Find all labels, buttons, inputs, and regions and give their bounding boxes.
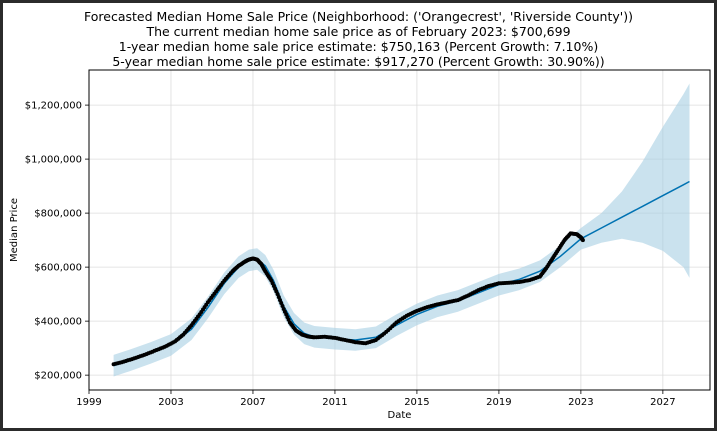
- x-tick-label: 2023: [568, 397, 593, 408]
- observed-point-interp: [280, 304, 285, 308]
- x-tick-label: 2011: [322, 397, 347, 408]
- x-tick-label: 1999: [76, 397, 101, 408]
- uncertainty-band: [113, 83, 690, 377]
- x-tick-label: 2027: [650, 397, 675, 408]
- observed-point: [275, 292, 280, 297]
- grid: [88, 70, 710, 390]
- x-axis-label: Date: [388, 410, 412, 421]
- figure: Forecasted Median Home Sale Price (Neigh…: [3, 3, 714, 428]
- observed-point-interp: [276, 295, 281, 300]
- chart-title: Forecasted Median Home Sale Price (Neigh…: [84, 9, 633, 24]
- y-tick-label: $400,000: [34, 317, 82, 328]
- plot-area: [88, 69, 711, 391]
- y-tick-label: $200,000: [34, 371, 82, 382]
- y-tick-label: $1,000,000: [25, 155, 82, 166]
- x-tick-label: 2007: [240, 397, 265, 408]
- axis-ticks: 1999 2003 2007 2011 2015 2019 2023 2027 $200,000…: [25, 101, 676, 408]
- x-tick-label: 2003: [158, 397, 183, 408]
- forecast-line: [113, 180, 690, 367]
- chart-subtitle-current: The current median home sale price as of…: [146, 24, 571, 39]
- forecast-series-line: [113, 180, 690, 367]
- x-tick-label: 2015: [404, 397, 429, 408]
- observed-points: [111, 231, 585, 367]
- confidence-interval-area: [113, 83, 690, 377]
- x-tick-label: 2019: [486, 397, 511, 408]
- observed-point: [580, 238, 585, 243]
- y-tick-label: $1,200,000: [25, 101, 82, 112]
- y-tick-label: $800,000: [34, 209, 82, 220]
- observed-point-interp: [279, 301, 284, 305]
- chart-canvas: 1999 2003 2007 2011 2015 2019 2023 2027 $200,000…: [9, 69, 711, 421]
- y-axis-label: Median Price: [9, 198, 20, 262]
- chart-subtitle-1yr: 1-year median home sale price estimate: …: [118, 39, 599, 54]
- chart-subtitle-5yr: 5-year median home sale price estimate: …: [112, 54, 605, 69]
- y-tick-label: $600,000: [34, 263, 82, 274]
